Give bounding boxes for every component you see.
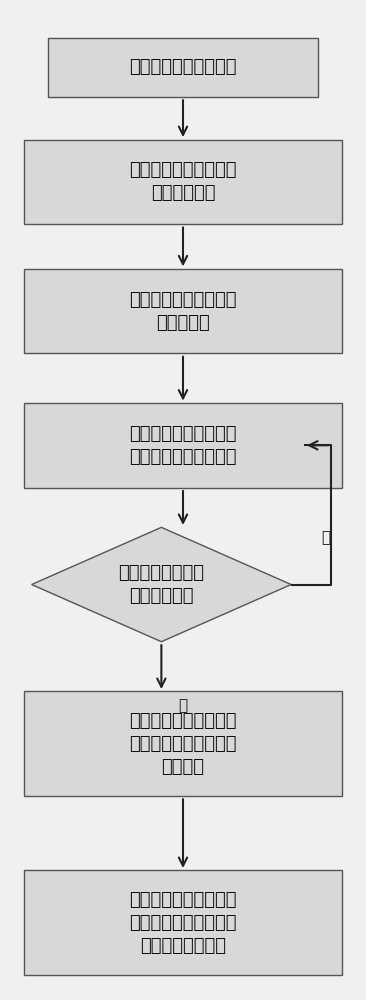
Text: 交通流检测器实时获取
路段各断面交通流参数: 交通流检测器实时获取 路段各断面交通流参数	[129, 425, 237, 466]
FancyBboxPatch shape	[25, 403, 341, 488]
FancyBboxPatch shape	[25, 140, 341, 224]
Polygon shape	[31, 527, 291, 642]
Text: 否: 否	[321, 530, 330, 545]
FancyBboxPatch shape	[25, 870, 341, 975]
Text: 在转弯路段下游设置交
通流检测器: 在转弯路段下游设置交 通流检测器	[129, 291, 237, 332]
FancyBboxPatch shape	[25, 269, 341, 353]
FancyBboxPatch shape	[48, 38, 318, 97]
Text: 根据最优限速值控制算
法计算当前时刻实时最
优限速值: 根据最优限速值控制算 法计算当前时刻实时最 优限速值	[129, 712, 237, 776]
Text: 指挥控制中心通过路侧
可变信息提示板发布当
前时刻路段限速值: 指挥控制中心通过路侧 可变信息提示板发布当 前时刻路段限速值	[129, 891, 237, 955]
Text: 交通流参数满足拥
堵判定条件？: 交通流参数满足拥 堵判定条件？	[118, 564, 204, 605]
Text: 在转弯路段上游设置可
变信息提示板: 在转弯路段上游设置可 变信息提示板	[129, 161, 237, 202]
FancyBboxPatch shape	[25, 691, 341, 796]
Text: 是: 是	[179, 698, 187, 713]
Text: 确定拥堵波传播速度值: 确定拥堵波传播速度值	[129, 58, 237, 76]
